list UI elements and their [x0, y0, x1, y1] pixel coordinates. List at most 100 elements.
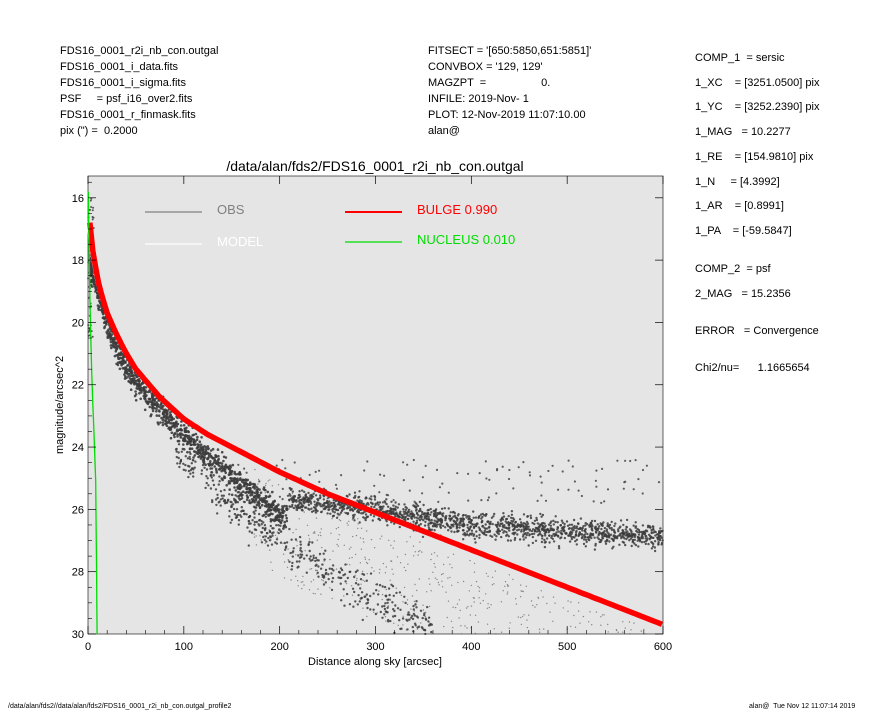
obs-point	[220, 494, 224, 497]
obs-point	[445, 591, 447, 593]
obs-point	[347, 524, 349, 526]
obs-point	[540, 481, 543, 484]
obs-point	[266, 490, 270, 494]
obs-point	[440, 573, 443, 576]
obs-point	[394, 604, 397, 607]
obs-point	[528, 528, 531, 531]
obs-point	[224, 471, 227, 475]
obs-point	[507, 524, 511, 527]
obs-point	[429, 507, 432, 511]
obs-point	[455, 525, 458, 528]
obs-point	[467, 472, 470, 475]
obs-point	[247, 544, 250, 547]
obs-point	[354, 582, 358, 585]
obs-point	[552, 620, 554, 622]
obs-point	[297, 504, 299, 506]
obs-point	[157, 409, 161, 412]
obs-point	[288, 508, 290, 510]
obs-point	[291, 551, 294, 554]
obs-point	[490, 604, 492, 606]
obs-point	[126, 364, 129, 367]
obs-point	[469, 614, 471, 616]
obs-point	[370, 505, 373, 508]
obs-point	[366, 615, 368, 618]
obs-point	[508, 529, 511, 532]
obs-point	[567, 600, 569, 602]
obs-point	[385, 520, 388, 523]
obs-point	[647, 542, 650, 546]
obs-point	[268, 529, 272, 533]
obs-point	[466, 530, 469, 533]
obs-point	[311, 541, 314, 544]
obs-point	[563, 529, 566, 533]
obs-point	[556, 526, 559, 530]
obs-point	[622, 487, 625, 490]
obs-point	[442, 524, 445, 528]
param-1-re: 1_RE = [154.9810] pix	[695, 151, 814, 163]
obs-point	[175, 428, 179, 431]
obs-point	[517, 616, 520, 618]
obs-point	[301, 509, 304, 512]
obs-point	[90, 197, 93, 200]
obs-point	[264, 542, 266, 545]
obs-point	[577, 527, 580, 531]
obs-point	[143, 408, 147, 412]
obs-point	[612, 535, 615, 538]
obs-point	[210, 476, 213, 479]
obs-point	[513, 538, 516, 542]
obs-point	[145, 401, 149, 405]
obs-point	[435, 525, 438, 528]
obs-point	[433, 552, 436, 554]
obs-point	[193, 443, 197, 446]
obs-point	[542, 596, 544, 598]
obs-point	[342, 507, 346, 511]
obs-point	[92, 206, 95, 209]
obs-point	[283, 520, 287, 524]
obs-point	[197, 448, 200, 452]
obs-point	[242, 509, 245, 512]
obs-point	[421, 535, 425, 539]
obs-point	[117, 361, 120, 364]
obs-point	[423, 517, 426, 520]
obs-point	[424, 611, 427, 613]
obs-point	[489, 520, 492, 524]
obs-point	[301, 587, 303, 590]
obs-point	[204, 486, 207, 490]
obs-point	[459, 517, 462, 520]
obs-point	[633, 538, 636, 541]
obs-point	[129, 388, 133, 392]
obs-point	[522, 590, 524, 593]
obs-point	[92, 216, 95, 219]
obs-point	[250, 494, 252, 496]
obs-point	[361, 512, 365, 515]
obs-point	[448, 517, 451, 520]
obs-point	[228, 488, 231, 491]
obs-point	[376, 501, 379, 504]
obs-point	[393, 522, 396, 525]
obs-point	[316, 539, 318, 541]
obs-point	[577, 489, 580, 492]
obs-point	[350, 546, 352, 548]
obs-point	[151, 409, 155, 413]
obs-point	[296, 545, 298, 547]
obs-point	[570, 625, 572, 628]
obs-point	[273, 499, 277, 503]
obs-point	[628, 528, 632, 531]
obs-point	[623, 531, 626, 534]
obs-point	[283, 577, 286, 579]
obs-point	[520, 524, 523, 528]
obs-point	[351, 587, 355, 590]
obs-point	[484, 460, 487, 463]
obs-point	[530, 532, 534, 536]
obs-point	[410, 510, 413, 513]
obs-point	[424, 618, 428, 621]
obs-point	[565, 520, 569, 523]
obs-point	[648, 538, 651, 541]
obs-point	[354, 570, 358, 574]
header-mid-line-4: INFILE: 2019-Nov- 1	[428, 93, 529, 105]
obs-point	[355, 534, 358, 537]
obs-point	[407, 563, 409, 565]
obs-point	[370, 538, 373, 541]
obs-point	[348, 493, 351, 496]
obs-point	[331, 510, 335, 513]
